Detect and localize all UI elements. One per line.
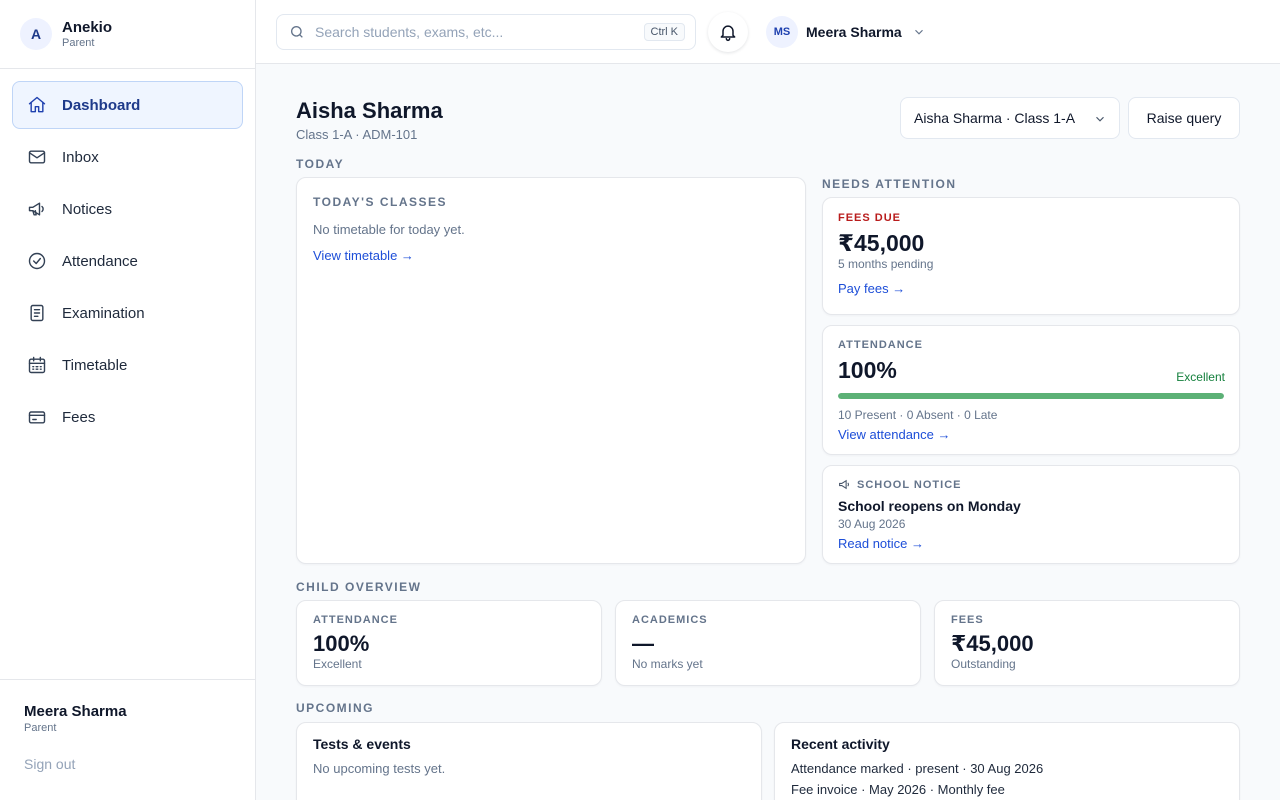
overview-value: 100% [313, 631, 370, 656]
attendance-progress-fill [838, 393, 1224, 399]
brand-role: Parent [62, 37, 95, 49]
document-icon [30, 304, 44, 322]
attendance-status: Excellent [1176, 370, 1225, 384]
check-circle-icon [28, 252, 46, 270]
footer-user-role: Parent [24, 722, 57, 734]
tests-events-card: Tests & events No upcoming tests yet. [296, 722, 762, 800]
sidebar-item-label: Fees [62, 408, 96, 426]
footer-user-name: Meera Sharma [24, 703, 127, 720]
sidebar-item-examination[interactable]: Examination [12, 289, 243, 337]
megaphone-icon [839, 479, 850, 490]
child-select-value: Aisha Sharma · Class 1-A [914, 110, 1076, 126]
sidebar-item-label: Timetable [62, 356, 128, 374]
notifications-button[interactable] [708, 12, 748, 52]
recent-activity-card: Recent activity Attendance marked · pres… [774, 722, 1240, 800]
list-item: Fee invoice · May 2026 · Monthly fee [791, 782, 1005, 797]
search-shortcut: Ctrl K [643, 23, 685, 41]
page-subtitle: Class 1-A · ADM-101 [296, 127, 418, 142]
section-today: TODAY [296, 157, 345, 171]
attendance-value: 100% [838, 357, 897, 383]
sign-out-link[interactable]: Sign out [24, 756, 76, 772]
tests-title: Tests & events [313, 736, 411, 752]
brand: A Anekio Parent [0, 0, 255, 69]
child-select[interactable]: Aisha Sharma · Class 1-A [900, 97, 1120, 139]
pay-fees-link[interactable]: Pay fees → [838, 281, 906, 296]
overview-fees-card: FEES ₹45,000 Outstanding [934, 600, 1240, 686]
sidebar-item-inbox[interactable]: Inbox [12, 133, 243, 181]
todays-classes-card: TODAY'S CLASSES No timetable for today y… [296, 177, 806, 564]
section-upcoming: UPCOMING [296, 701, 374, 715]
search-box[interactable]: Ctrl K [276, 14, 696, 50]
attendance-progress [838, 393, 1224, 399]
credit-card-icon [28, 411, 46, 424]
sidebar-footer: Meera Sharma Parent Sign out [0, 679, 256, 800]
bell-icon [720, 25, 736, 42]
attendance-summary: 10 Present · 0 Absent · 0 Late [838, 408, 998, 422]
avatar: MS [766, 16, 798, 48]
search-input[interactable] [315, 24, 625, 40]
mail-icon [28, 150, 46, 164]
fees-due-label: FEES DUE [838, 212, 902, 224]
section-child-overview: CHILD OVERVIEW [296, 580, 422, 594]
fees-due-sub: 5 months pending [838, 257, 934, 271]
card-label: TODAY'S CLASSES [313, 195, 448, 209]
notice-label-row: SCHOOL NOTICE [838, 478, 1224, 491]
notice-title: School reopens on Monday [838, 498, 1021, 514]
view-attendance-link[interactable]: View attendance → [838, 427, 951, 442]
calendar-icon [28, 356, 46, 374]
overview-academics-card: ACADEMICS — No marks yet [615, 600, 921, 686]
profile-menu[interactable]: MS Meera Sharma [766, 16, 926, 48]
overview-value: ₹45,000 [951, 631, 1034, 656]
overview-sub: Excellent [313, 657, 362, 671]
attendance-label: ATTENDANCE [838, 339, 923, 351]
read-notice-link[interactable]: Read notice → [838, 536, 924, 551]
overview-sub: Outstanding [951, 657, 1016, 671]
sidebar-item-timetable[interactable]: Timetable [12, 341, 243, 389]
sidebar-item-attendance[interactable]: Attendance [12, 237, 243, 285]
attendance-card: ATTENDANCE 100% Excellent 10 Present · 0… [822, 325, 1240, 455]
fees-due-amount: ₹45,000 [838, 230, 925, 256]
megaphone-icon [28, 202, 44, 216]
section-needs-attention: NEEDS ATTENTION [822, 177, 957, 191]
activity-title: Recent activity [791, 736, 890, 752]
sidebar-item-label: Dashboard [62, 96, 141, 114]
list-item: Attendance marked · present · 30 Aug 202… [791, 761, 1044, 776]
brand-name: Anekio [62, 19, 113, 36]
overview-value: — [632, 631, 654, 656]
top-header: Ctrl K MS Meera Sharma [256, 0, 1280, 64]
overview-attendance-card: ATTENDANCE 100% Excellent [296, 600, 602, 686]
view-timetable-link[interactable]: View timetable → [313, 248, 414, 263]
chevron-down-icon [1096, 116, 1104, 122]
sidebar-item-label: Attendance [62, 252, 138, 270]
sidebar: A Anekio Parent Dashboard Inbox Notices … [0, 0, 256, 800]
page-title: Aisha Sharma [296, 98, 443, 123]
sidebar-nav: Dashboard Inbox Notices Attendance Exami… [0, 69, 255, 457]
sidebar-item-dashboard[interactable]: Dashboard [12, 81, 243, 129]
brand-avatar: A [20, 18, 52, 50]
sidebar-item-notices[interactable]: Notices [12, 185, 243, 233]
card-label: ATTENDANCE [313, 614, 398, 626]
chevron-down-icon [914, 29, 923, 35]
notice-date: 30 Aug 2026 [838, 517, 906, 531]
sidebar-item-fees[interactable]: Fees [12, 393, 243, 441]
sidebar-item-label: Examination [62, 304, 145, 322]
fees-due-card: FEES DUE ₹45,000 5 months pending Pay fe… [822, 197, 1240, 315]
tests-empty: No upcoming tests yet. [313, 761, 446, 776]
card-label: FEES [951, 614, 984, 626]
notice-label: SCHOOL NOTICE [857, 478, 962, 491]
sidebar-item-label: Inbox [62, 148, 99, 166]
search-icon [291, 26, 303, 38]
home-icon [28, 96, 46, 113]
card-label: ACADEMICS [632, 614, 708, 626]
profile-name: Meera Sharma [806, 24, 902, 40]
timetable-empty: No timetable for today yet. [313, 222, 465, 237]
sidebar-item-label: Notices [62, 200, 113, 218]
overview-sub: No marks yet [632, 657, 703, 671]
raise-query-button[interactable]: Raise query [1128, 97, 1240, 139]
school-notice-card: SCHOOL NOTICE School reopens on Monday 3… [822, 465, 1240, 564]
